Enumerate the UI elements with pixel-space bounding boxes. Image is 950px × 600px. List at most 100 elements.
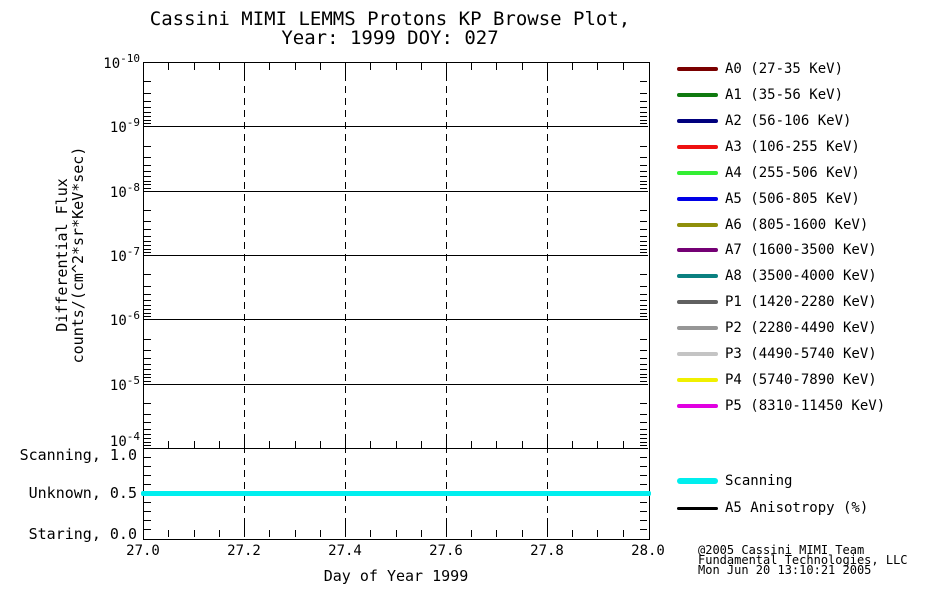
- y-linear-minor-tick: [640, 502, 647, 503]
- legend-label-P4: P4 (5740-7890 KeV): [725, 372, 877, 388]
- y-log-minor-tick: [640, 123, 647, 124]
- legend-swatch-A1-line: [677, 93, 718, 97]
- x-major-tick: [244, 525, 245, 537]
- x-minor-tick: [597, 530, 598, 537]
- y-log-minor-tick: [144, 81, 151, 82]
- y-log-minor-tick: [640, 93, 647, 94]
- y-linear-minor-tick: [144, 520, 151, 521]
- y-log-minor-tick: [144, 381, 151, 382]
- legend-swatch-P2-line: [677, 326, 718, 330]
- x-minor-tick: [471, 63, 472, 70]
- y-log-minor-tick: [640, 374, 647, 375]
- legend-swatch-A3-line: [677, 145, 718, 149]
- y-tick-label: 10-8: [109, 180, 140, 201]
- x-major-tick: [446, 436, 447, 448]
- y-log-minor-tick: [144, 171, 151, 172]
- y-log-minor-tick: [144, 229, 151, 230]
- legend-label-A5: A5 (506-805 KeV): [725, 191, 860, 207]
- x-minor-tick: [320, 63, 321, 70]
- y-log-minor-tick: [144, 236, 151, 237]
- legend-swatch-P4-line: [677, 378, 718, 382]
- x-minor-tick: [572, 63, 573, 70]
- x-minor-tick: [295, 441, 296, 448]
- y-log-minor-tick: [144, 434, 151, 435]
- y-log-minor-tick: [640, 165, 647, 166]
- x-major-tick: [547, 436, 548, 448]
- x-minor-tick: [522, 530, 523, 537]
- x-minor-tick: [496, 530, 497, 537]
- y-log-minor-tick: [640, 294, 647, 295]
- y-log-minor-tick: [640, 245, 647, 246]
- legend-label-A1: A1 (35-56 KeV): [725, 87, 844, 103]
- mode-label-staring: Staring, 0.0: [28, 525, 137, 543]
- y-linear-minor-tick: [144, 475, 151, 476]
- x-minor-tick: [522, 441, 523, 448]
- credit-block: @2005 Cassini MIMI Team Fundamental Tech…: [698, 544, 908, 576]
- y-log-minor-tick: [144, 146, 151, 147]
- y-linear-minor-tick: [144, 511, 151, 512]
- x-minor-tick: [370, 530, 371, 537]
- y-log-minor-tick: [640, 339, 647, 340]
- y-log-minor-tick: [144, 107, 151, 108]
- x-minor-tick: [623, 530, 624, 537]
- y-tick-label: 10-10: [103, 52, 140, 72]
- y-tick-label: 10-9: [109, 116, 140, 137]
- y-log-minor-tick: [144, 123, 151, 124]
- y-log-minor-tick: [640, 300, 647, 301]
- x-tick-label: 27.2: [227, 543, 261, 559]
- y-linear-minor-tick: [640, 520, 647, 521]
- y-log-minor-tick: [640, 171, 647, 172]
- y-linear-minor-tick: [144, 502, 151, 503]
- x-minor-tick: [194, 441, 195, 448]
- h-gridline: [143, 255, 648, 256]
- x-minor-tick: [269, 441, 270, 448]
- y-log-minor-tick: [144, 210, 151, 211]
- y-log-minor-tick: [144, 221, 151, 222]
- y-linear-minor-tick: [640, 457, 647, 458]
- y-log-minor-tick: [144, 120, 151, 121]
- y-log-minor-tick: [640, 414, 647, 415]
- x-minor-tick: [320, 441, 321, 448]
- y-log-minor-tick: [144, 165, 151, 166]
- y-log-minor-tick: [144, 252, 151, 253]
- x-minor-tick: [396, 530, 397, 537]
- y-tick-label: 10-5: [109, 373, 140, 394]
- y-log-minor-tick: [640, 241, 647, 242]
- x-minor-tick: [320, 530, 321, 537]
- y-log-minor-tick: [640, 309, 647, 310]
- legend-swatch-A8-line: [677, 274, 718, 278]
- y-log-minor-tick: [640, 181, 647, 182]
- legend-label-A0: A0 (27-35 KeV): [725, 61, 844, 77]
- y-linear-minor-tick: [640, 466, 647, 467]
- y-log-minor-tick: [144, 339, 151, 340]
- y-log-minor-tick: [144, 176, 151, 177]
- y-log-minor-tick: [640, 252, 647, 253]
- y-log-minor-tick: [640, 112, 647, 113]
- y-linear-minor-tick: [640, 529, 647, 530]
- x-minor-tick: [168, 441, 169, 448]
- legend-swatch-A0-line: [677, 67, 718, 71]
- credit-line2: Fundamental Technologies, LLC: [698, 553, 908, 567]
- h-gridline: [143, 126, 648, 127]
- legend-label-P3: P3 (4490-5740 KeV): [725, 346, 877, 362]
- legend-label-P5: P5 (8310-11450 KeV): [725, 398, 886, 414]
- y-log-minor-tick: [144, 305, 151, 306]
- y-log-minor-tick: [144, 313, 151, 314]
- x-minor-tick: [522, 63, 523, 70]
- y-log-minor-tick: [640, 305, 647, 306]
- scanning-mode-line: [141, 490, 651, 496]
- legend-swatch-A6-line: [677, 223, 718, 227]
- y-log-minor-tick: [640, 116, 647, 117]
- y-linear-minor-tick: [144, 529, 151, 530]
- y-log-minor-tick: [640, 107, 647, 108]
- y-log-minor-tick: [144, 181, 151, 182]
- y-log-minor-tick: [640, 120, 647, 121]
- y-log-minor-tick: [640, 176, 647, 177]
- y-log-minor-tick: [144, 358, 151, 359]
- legend-swatch-A5-line: [677, 197, 718, 201]
- y-linear-minor-tick: [144, 457, 151, 458]
- legend-label-A6: A6 (805-1600 KeV): [725, 217, 869, 233]
- x-major-tick: [345, 525, 346, 537]
- y-log-minor-tick: [144, 374, 151, 375]
- legend-swatch-scanning-line: [677, 478, 718, 484]
